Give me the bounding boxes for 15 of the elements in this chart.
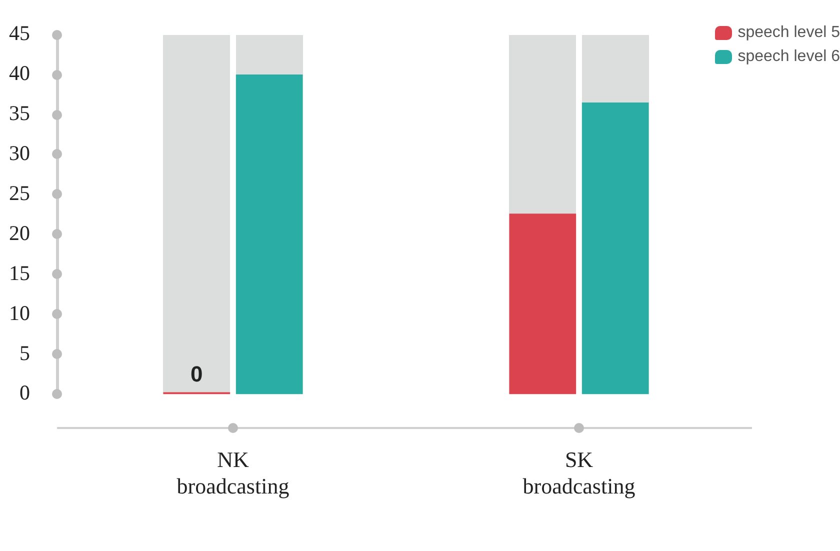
y-tick-label: 45 bbox=[9, 21, 30, 46]
y-tick-label: 30 bbox=[9, 140, 30, 165]
y-tick-label: 10 bbox=[9, 300, 30, 325]
y-tick-label: 35 bbox=[9, 101, 30, 126]
y-tick-label: 25 bbox=[9, 180, 30, 205]
data-label: 0 bbox=[190, 361, 203, 386]
y-tick-label: 0 bbox=[20, 380, 30, 405]
legend-label: speech level 6 bbox=[738, 48, 840, 66]
legend-label: speech level 5 bbox=[738, 24, 840, 42]
y-tick-label: 15 bbox=[9, 260, 30, 285]
y-tick-label: 5 bbox=[20, 340, 30, 365]
y-tick-label: 20 bbox=[9, 220, 30, 245]
y-tick-label: 40 bbox=[9, 61, 30, 86]
x-tick-label: NK broadcasting bbox=[176, 447, 290, 499]
x-tick-label: SK broadcasting bbox=[522, 447, 636, 499]
